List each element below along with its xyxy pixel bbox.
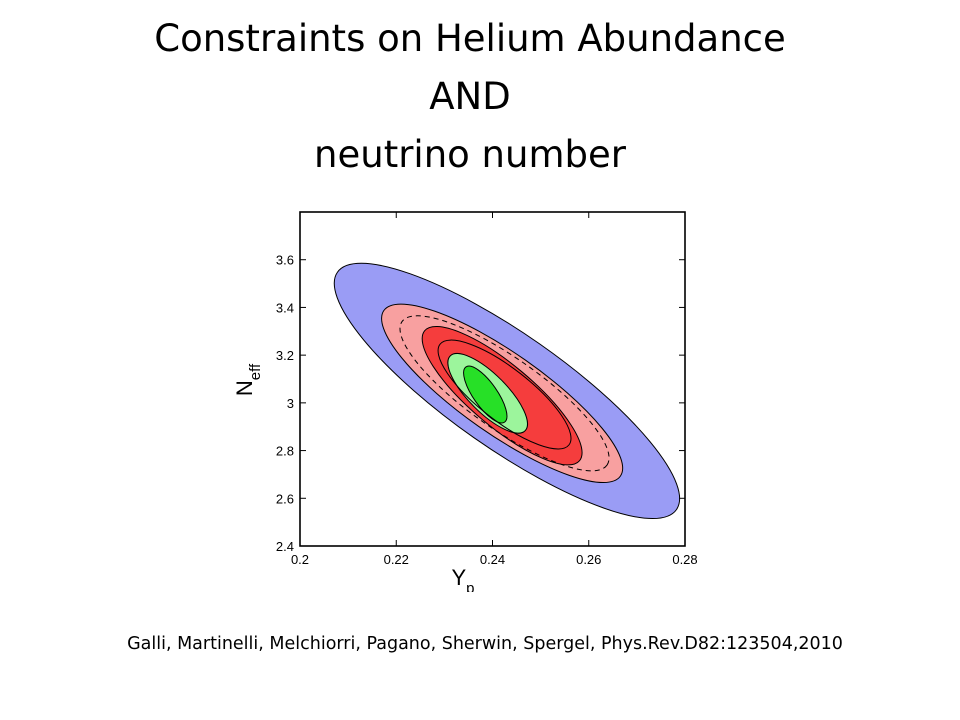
y-tick-label: 3 [287,396,294,411]
y-tick-label: 3.4 [276,300,294,315]
y-tick-label: 3.6 [276,253,294,268]
contour-region-5 [463,365,508,424]
title-line-3: neutrino number [314,133,626,176]
citation: Galli, Martinelli, Melchiorri, Pagano, S… [127,634,843,654]
dashed-contour-1 [399,315,610,472]
slide-title: Constraints on Helium Abundance AND neut… [0,10,940,184]
x-tick-label: 0.28 [672,552,697,567]
title-line-2: AND [429,75,511,118]
y-tick-label: 2.4 [276,539,294,554]
x-tick-label: 0.26 [576,552,601,567]
y-axis-label: Neff [232,363,264,396]
contour-regions [333,262,681,520]
x-tick-label: 0.24 [480,552,505,567]
x-tick-label: 0.22 [384,552,409,567]
contour-chart-svg: 0.2 0.22 0.24 0.26 0.28 2.4 2.6 2.8 3 3.2 3.4 3.6 Y… [232,211,698,597]
y-tick-label: 2.8 [276,444,294,459]
contour-chart: 0.2 0.22 0.24 0.26 0.28 2.4 2.6 2.8 3 3.2 3.4 3.6 Y… [230,200,700,597]
y-tick-label: 2.6 [276,491,294,506]
y-tick-label: 3.2 [276,348,294,363]
solid-contour-1 [437,339,572,450]
title-line-1: Constraints on Helium Abundance [154,17,786,60]
x-tick-label: 0.2 [291,552,309,567]
axis-ticks: 0.2 0.22 0.24 0.26 0.28 2.4 2.6 2.8 3 3.2 3.4 3.6 [276,212,698,567]
x-axis-label: Yp [451,565,474,592]
